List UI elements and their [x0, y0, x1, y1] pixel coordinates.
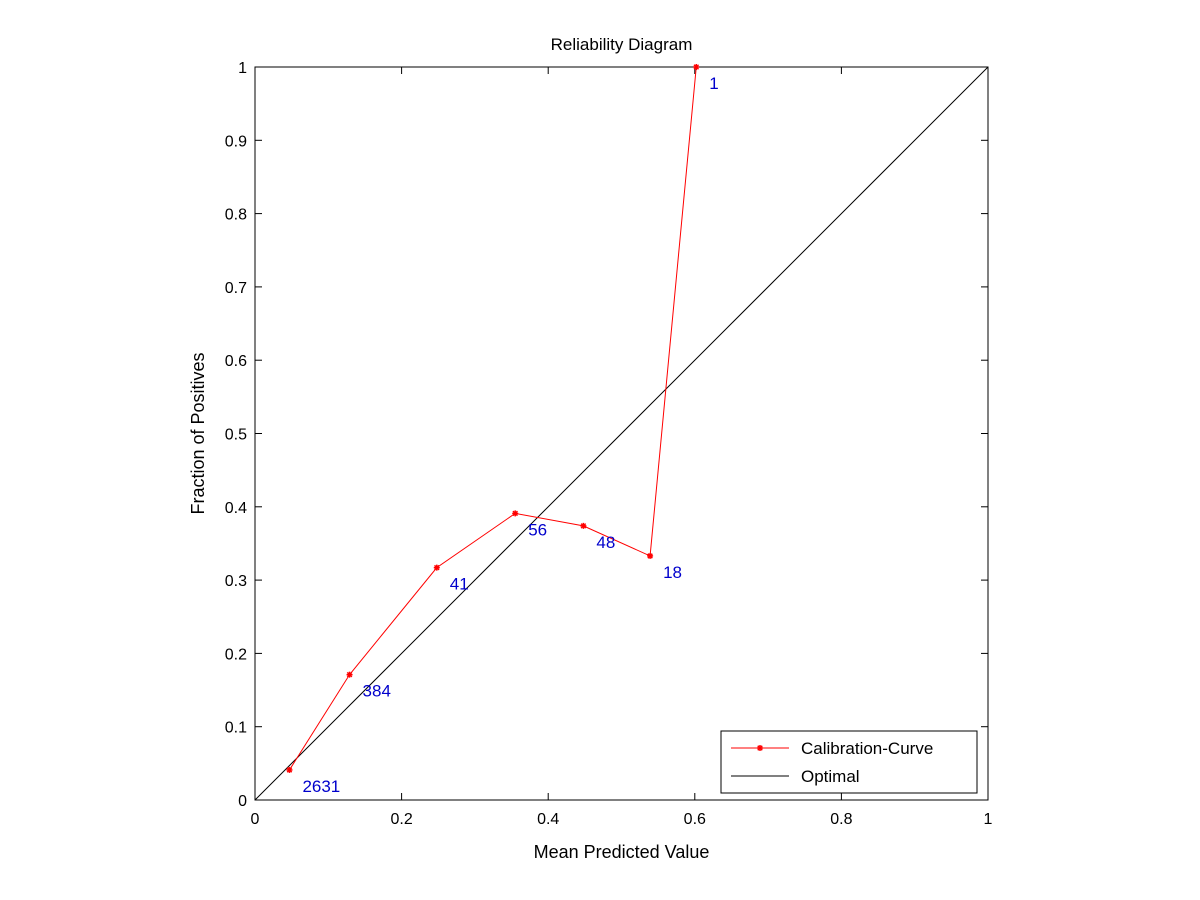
- point-count-label: 48: [596, 533, 615, 552]
- legend: Calibration-Curve Optimal: [720, 730, 978, 794]
- series-line-optimal: [254, 66, 989, 801]
- legend-item-calibration-curve: Calibration-Curve: [731, 739, 933, 758]
- legend-label: Calibration-Curve: [801, 739, 933, 758]
- y-tick-label: 0: [238, 793, 247, 810]
- y-tick-label: 0.5: [225, 427, 247, 444]
- x-tick-label: 0.4: [537, 811, 559, 828]
- point-count-label: 41: [450, 575, 469, 594]
- series-optimal: [254, 66, 989, 801]
- x-axis-title: Mean Predicted Value: [534, 842, 710, 862]
- legend-marker: [757, 745, 763, 751]
- y-tick-label: 0.9: [225, 133, 247, 150]
- legend-item-optimal: Optimal: [731, 767, 860, 786]
- y-tick-label: 0.1: [225, 720, 247, 737]
- data-point-marker: [647, 552, 654, 559]
- point-count-label: 384: [363, 682, 391, 701]
- x-tick-label: 0.8: [830, 811, 852, 828]
- data-point-marker: [512, 510, 519, 517]
- legend-box: [720, 730, 978, 794]
- x-tick-label: 0: [251, 811, 260, 828]
- data-point-marker: [286, 766, 293, 773]
- point-count-label: 18: [663, 563, 682, 582]
- point-count-label: 2631: [302, 777, 340, 796]
- data-point-marker: [346, 671, 353, 678]
- y-tick-label: 0.2: [225, 646, 247, 663]
- point-count-label: 56: [528, 520, 547, 539]
- x-tick-label: 0.2: [390, 811, 412, 828]
- x-tick-label: 1: [984, 811, 993, 828]
- y-axis-title: Fraction of Positives: [188, 352, 208, 514]
- y-tick-label: 0.4: [225, 500, 247, 517]
- series-calibration-curve: 2631 384 41 56 48 18 1: [286, 64, 719, 796]
- y-tick-label: 1: [238, 60, 247, 77]
- series-line-calibration-curve: [289, 66, 697, 771]
- y-tick-label: 0.3: [225, 573, 247, 590]
- series-layer: 2631 384 41 56 48 18 1: [254, 64, 989, 801]
- data-point-marker: [693, 64, 700, 70]
- chart-title: Reliability Diagram: [551, 35, 693, 54]
- x-tick-label: 0.6: [684, 811, 706, 828]
- y-tick-label: 0.7: [225, 280, 247, 297]
- legend-label: Optimal: [801, 767, 860, 786]
- data-point-marker: [433, 564, 440, 571]
- point-count-label: 1: [709, 74, 718, 93]
- data-point-marker: [580, 522, 587, 529]
- axis-ticks: 0 0.2 0.4 0.6 0.8 1 0 0.1 0.2 0.3 0.4 0.5 0.6 0.7 0.8 0…: [225, 60, 993, 828]
- y-tick-label: 0.6: [225, 353, 247, 370]
- y-tick-label: 0.8: [225, 207, 247, 224]
